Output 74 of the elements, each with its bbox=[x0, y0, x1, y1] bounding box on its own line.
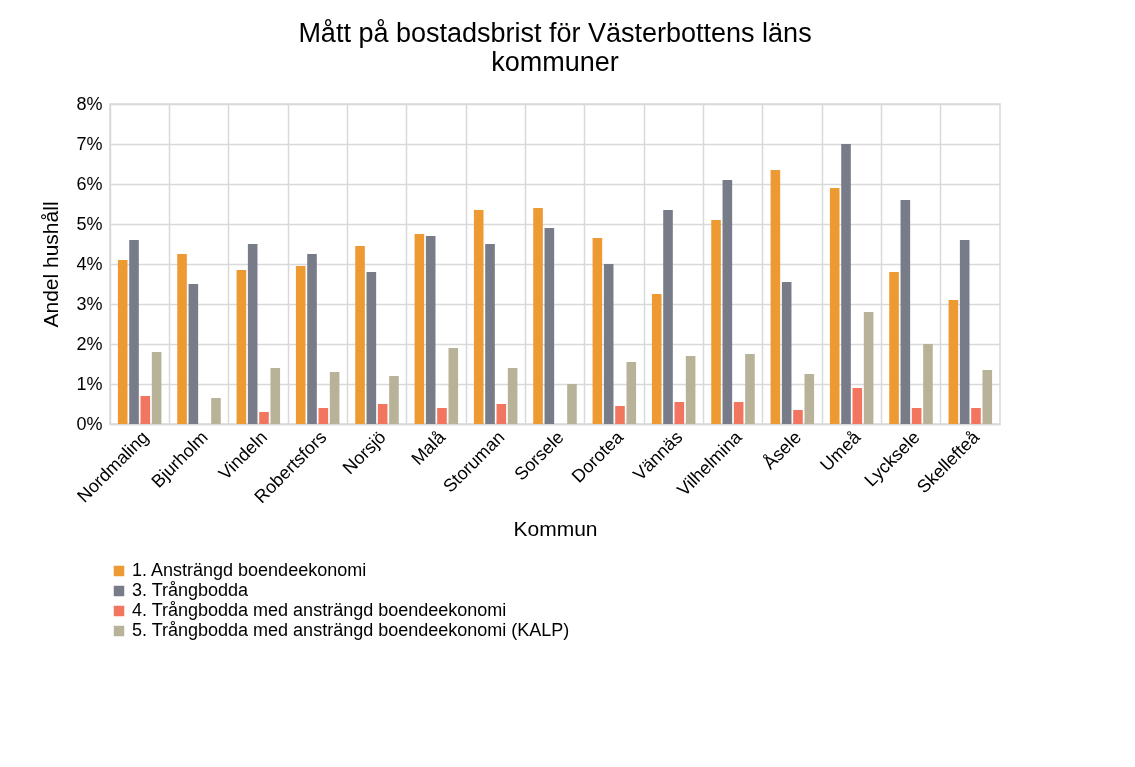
y-tick-label: 3% bbox=[76, 293, 103, 314]
bar bbox=[318, 408, 329, 424]
bar bbox=[117, 260, 128, 424]
bar bbox=[307, 254, 317, 424]
bar bbox=[448, 348, 459, 424]
legend-label: 4. Trångbodda med ansträngd boendeekonomi bbox=[132, 600, 507, 620]
bar bbox=[389, 376, 399, 424]
bar bbox=[804, 374, 815, 424]
bar bbox=[603, 264, 614, 424]
bar bbox=[507, 368, 518, 424]
y-tick-label: 0% bbox=[76, 413, 103, 434]
bar bbox=[544, 228, 555, 424]
bar bbox=[473, 210, 484, 424]
bar bbox=[247, 244, 258, 424]
bar bbox=[829, 188, 840, 424]
bar bbox=[911, 408, 922, 424]
bar bbox=[236, 270, 247, 424]
bar bbox=[414, 234, 425, 424]
bar bbox=[982, 370, 993, 424]
chart-title: Mått på bostadsbrist för Västerbottens läns kommuner bbox=[298, 18, 812, 77]
bar bbox=[129, 240, 139, 424]
y-tick-label: 4% bbox=[76, 253, 103, 274]
bar bbox=[781, 282, 792, 424]
bar bbox=[533, 208, 543, 424]
bar bbox=[211, 398, 221, 424]
bar bbox=[151, 352, 162, 424]
y-tick-label: 6% bbox=[76, 173, 103, 194]
bar bbox=[663, 210, 673, 424]
bar bbox=[140, 396, 151, 424]
bar bbox=[971, 408, 981, 424]
legend-label: 1. Ansträngd boendeekonomi bbox=[132, 560, 367, 580]
bar bbox=[852, 388, 863, 424]
bar bbox=[626, 362, 637, 424]
y-tick-label: 7% bbox=[76, 133, 103, 154]
bar bbox=[923, 344, 933, 424]
bar bbox=[496, 404, 507, 424]
bar bbox=[329, 372, 340, 424]
bar bbox=[355, 246, 365, 424]
bar bbox=[900, 200, 911, 424]
bar bbox=[366, 272, 377, 424]
y-axis-title: Andel hushåll bbox=[39, 201, 63, 328]
bar bbox=[889, 272, 899, 424]
bar bbox=[770, 170, 781, 424]
bar bbox=[592, 238, 603, 424]
bar bbox=[722, 180, 733, 424]
y-tick-label: 1% bbox=[76, 373, 103, 394]
x-axis-title: Kommun bbox=[513, 517, 598, 541]
bar bbox=[959, 240, 970, 424]
bar bbox=[425, 236, 436, 424]
bar bbox=[615, 406, 625, 424]
bar bbox=[711, 220, 721, 424]
y-tick-label: 8% bbox=[76, 93, 103, 114]
bar bbox=[377, 404, 388, 424]
bar bbox=[674, 402, 685, 424]
bar bbox=[948, 300, 959, 424]
bar bbox=[863, 312, 874, 424]
legend-label: 3. Trångbodda bbox=[132, 580, 250, 600]
y-tick-label: 5% bbox=[76, 213, 103, 234]
bar bbox=[188, 284, 199, 424]
bar bbox=[841, 144, 851, 424]
bar bbox=[745, 354, 755, 424]
bar bbox=[685, 356, 696, 424]
bar bbox=[437, 408, 447, 424]
bar bbox=[651, 294, 662, 424]
bar bbox=[270, 368, 281, 424]
bar bbox=[295, 266, 306, 424]
bar bbox=[793, 410, 803, 424]
bar bbox=[733, 402, 744, 424]
legend-label: 5. Trångbodda med ansträngd boendeekonomi (KALP) bbox=[132, 620, 570, 640]
bar bbox=[485, 244, 495, 424]
y-tick-label: 2% bbox=[76, 333, 103, 354]
bar bbox=[567, 384, 577, 424]
bar bbox=[177, 254, 187, 424]
bar bbox=[259, 412, 269, 424]
